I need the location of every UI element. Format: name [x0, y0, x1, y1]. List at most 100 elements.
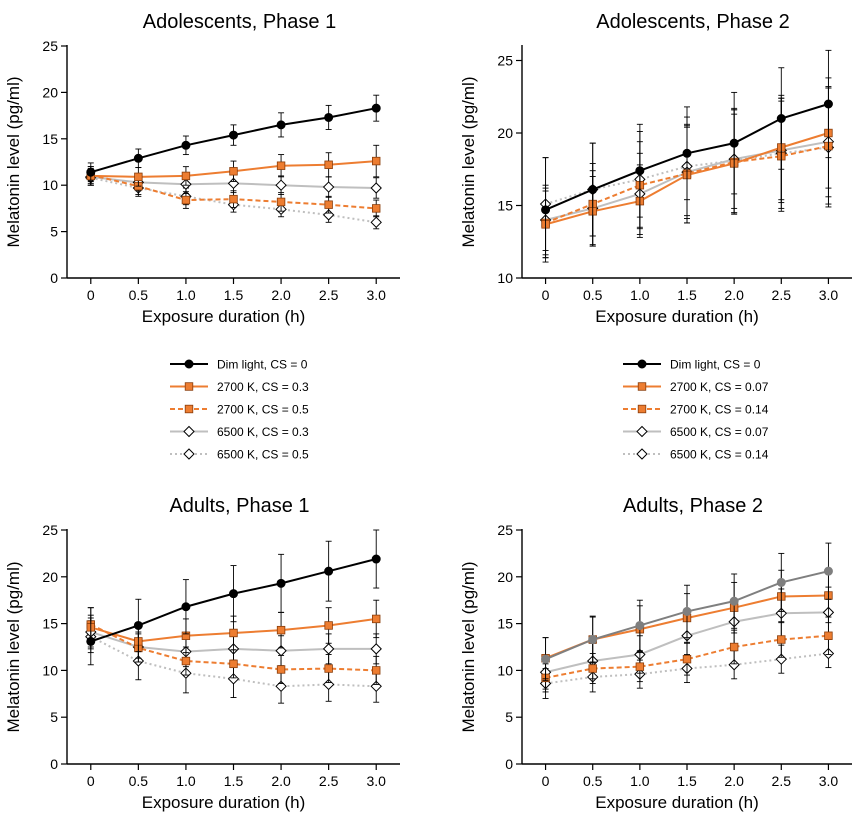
- data-point-square: [276, 665, 286, 674]
- data-point-square: [229, 628, 238, 638]
- x-axis-label: Exposure duration (h): [142, 307, 305, 326]
- data-point-circle: [541, 205, 551, 215]
- data-point-square: [276, 161, 286, 170]
- data-point-square: [181, 656, 191, 666]
- legend-label: 6500 K, CS = 0.5: [217, 448, 309, 462]
- x-tick-label: 0.5: [129, 287, 149, 303]
- legend-entry: Dim light, CS = 0: [170, 358, 308, 372]
- data-point-circle: [588, 635, 598, 645]
- data-series: [86, 94, 381, 182]
- data-point-circle: [588, 185, 598, 195]
- legend-entry: 2700 K, CS = 0.3: [170, 380, 309, 394]
- data-point-circle: [682, 148, 692, 158]
- data-point-square: [372, 156, 381, 166]
- data-point-diamond: [728, 659, 740, 671]
- data-point-diamond: [322, 209, 335, 221]
- data-point-square: [229, 194, 238, 204]
- chart-panel: Adults, Phase 2 0 5 10 15 20 25 0 0.5 1.0 1.5 2.0 2.…: [459, 495, 852, 812]
- y-tick-label: 25: [497, 53, 513, 69]
- x-axis-label: Exposure duration (h): [595, 793, 758, 812]
- legend-entry: 6500 K, CS = 0.07: [623, 425, 769, 439]
- x-tick-label: 2.5: [319, 773, 339, 789]
- chart-panel: Adolescents, Phase 2 10 15 20 25 0 0.5 1.0 1.5 2.…: [459, 11, 852, 326]
- data-point-diamond: [183, 425, 195, 438]
- x-tick-label: 1.0: [630, 287, 650, 303]
- data-point-circle: [86, 636, 96, 646]
- data-point-circle: [276, 578, 286, 588]
- chart-title: Adolescents, Phase 1: [143, 11, 336, 33]
- data-point-diamond: [275, 179, 287, 191]
- y-tick-label: 10: [42, 662, 58, 678]
- x-tick-label: 0.5: [583, 287, 603, 303]
- data-point-diamond: [322, 181, 335, 193]
- data-point-diamond: [370, 680, 382, 693]
- x-tick-label: 0: [542, 287, 550, 303]
- legend-label: 2700 K, CS = 0.5: [217, 403, 309, 417]
- y-tick-label: 0: [50, 270, 58, 286]
- y-tick-label: 10: [42, 177, 58, 193]
- y-tick-label: 5: [50, 709, 58, 725]
- data-point-square: [181, 195, 191, 205]
- data-point-square: [134, 172, 143, 182]
- data-point-square: [372, 666, 381, 675]
- data-point-circle: [181, 602, 191, 612]
- data-point-diamond: [227, 673, 240, 685]
- data-point-diamond: [775, 653, 787, 665]
- x-tick-label: 3.0: [366, 287, 386, 303]
- data-point-circle: [635, 166, 645, 176]
- data-point-circle: [682, 606, 692, 616]
- x-tick-label: 1.0: [176, 287, 196, 303]
- data-point-circle: [276, 120, 286, 130]
- y-tick-label: 15: [497, 616, 513, 632]
- data-series: [86, 529, 381, 666]
- data-point-diamond: [183, 448, 195, 460]
- y-tick-label: 5: [505, 709, 513, 725]
- x-tick-label: 2.0: [271, 773, 291, 789]
- legend-entry: 2700 K, CS = 0.5: [170, 403, 309, 417]
- x-tick-label: 2.0: [724, 773, 744, 789]
- legend: Dim light, CS = 0 2700 K, CS = 0.3 2700 K,…: [170, 358, 309, 462]
- data-point-circle: [729, 596, 739, 606]
- x-axis-label: Exposure duration (h): [595, 307, 758, 326]
- legend-label: 2700 K, CS = 0.07: [670, 380, 769, 394]
- data-point-circle: [776, 114, 786, 123]
- y-tick-label: 10: [497, 662, 513, 678]
- x-tick-label: 0: [87, 773, 95, 789]
- data-point-diamond: [636, 448, 648, 460]
- legend-label: 6500 K, CS = 0.07: [670, 425, 769, 439]
- data-point-circle: [635, 620, 645, 630]
- data-point-diamond: [322, 678, 335, 691]
- y-tick-label: 15: [497, 198, 513, 214]
- y-tick-label: 0: [50, 756, 58, 772]
- legend-label: Dim light, CS = 0: [217, 358, 308, 372]
- x-tick-label: 2.0: [271, 287, 291, 303]
- data-series: [541, 49, 833, 263]
- legend-entry: 6500 K, CS = 0.5: [170, 448, 309, 462]
- data-point-circle: [637, 359, 647, 369]
- data-point-circle: [729, 138, 739, 148]
- data-point-square: [324, 621, 333, 630]
- chart-panel: Adolescents, Phase 1 0 5 10 15 20 25 0 0.5 1.0 1.5…: [4, 11, 400, 326]
- data-point-diamond: [370, 216, 382, 229]
- data-point-circle: [776, 577, 786, 587]
- data-point-square: [184, 404, 194, 414]
- data-point-square: [637, 404, 647, 414]
- data-point-diamond: [370, 182, 382, 194]
- y-tick-label: 5: [50, 224, 58, 240]
- x-tick-label: 0: [542, 773, 550, 789]
- data-point-circle: [133, 153, 143, 163]
- data-point-circle: [541, 654, 551, 664]
- y-tick-label: 20: [497, 125, 513, 141]
- data-series: [86, 144, 381, 187]
- x-tick-label: 2.5: [772, 773, 792, 789]
- x-axis-label: Exposure duration (h): [142, 793, 305, 812]
- data-point-circle: [181, 140, 191, 150]
- data-point-square: [324, 664, 333, 673]
- data-point-square: [372, 614, 381, 624]
- data-point-diamond: [370, 643, 382, 655]
- data-point-diamond: [636, 425, 648, 438]
- data-point-square: [184, 382, 194, 391]
- data-point-square: [324, 160, 333, 169]
- legend-label: Dim light, CS = 0: [670, 358, 761, 372]
